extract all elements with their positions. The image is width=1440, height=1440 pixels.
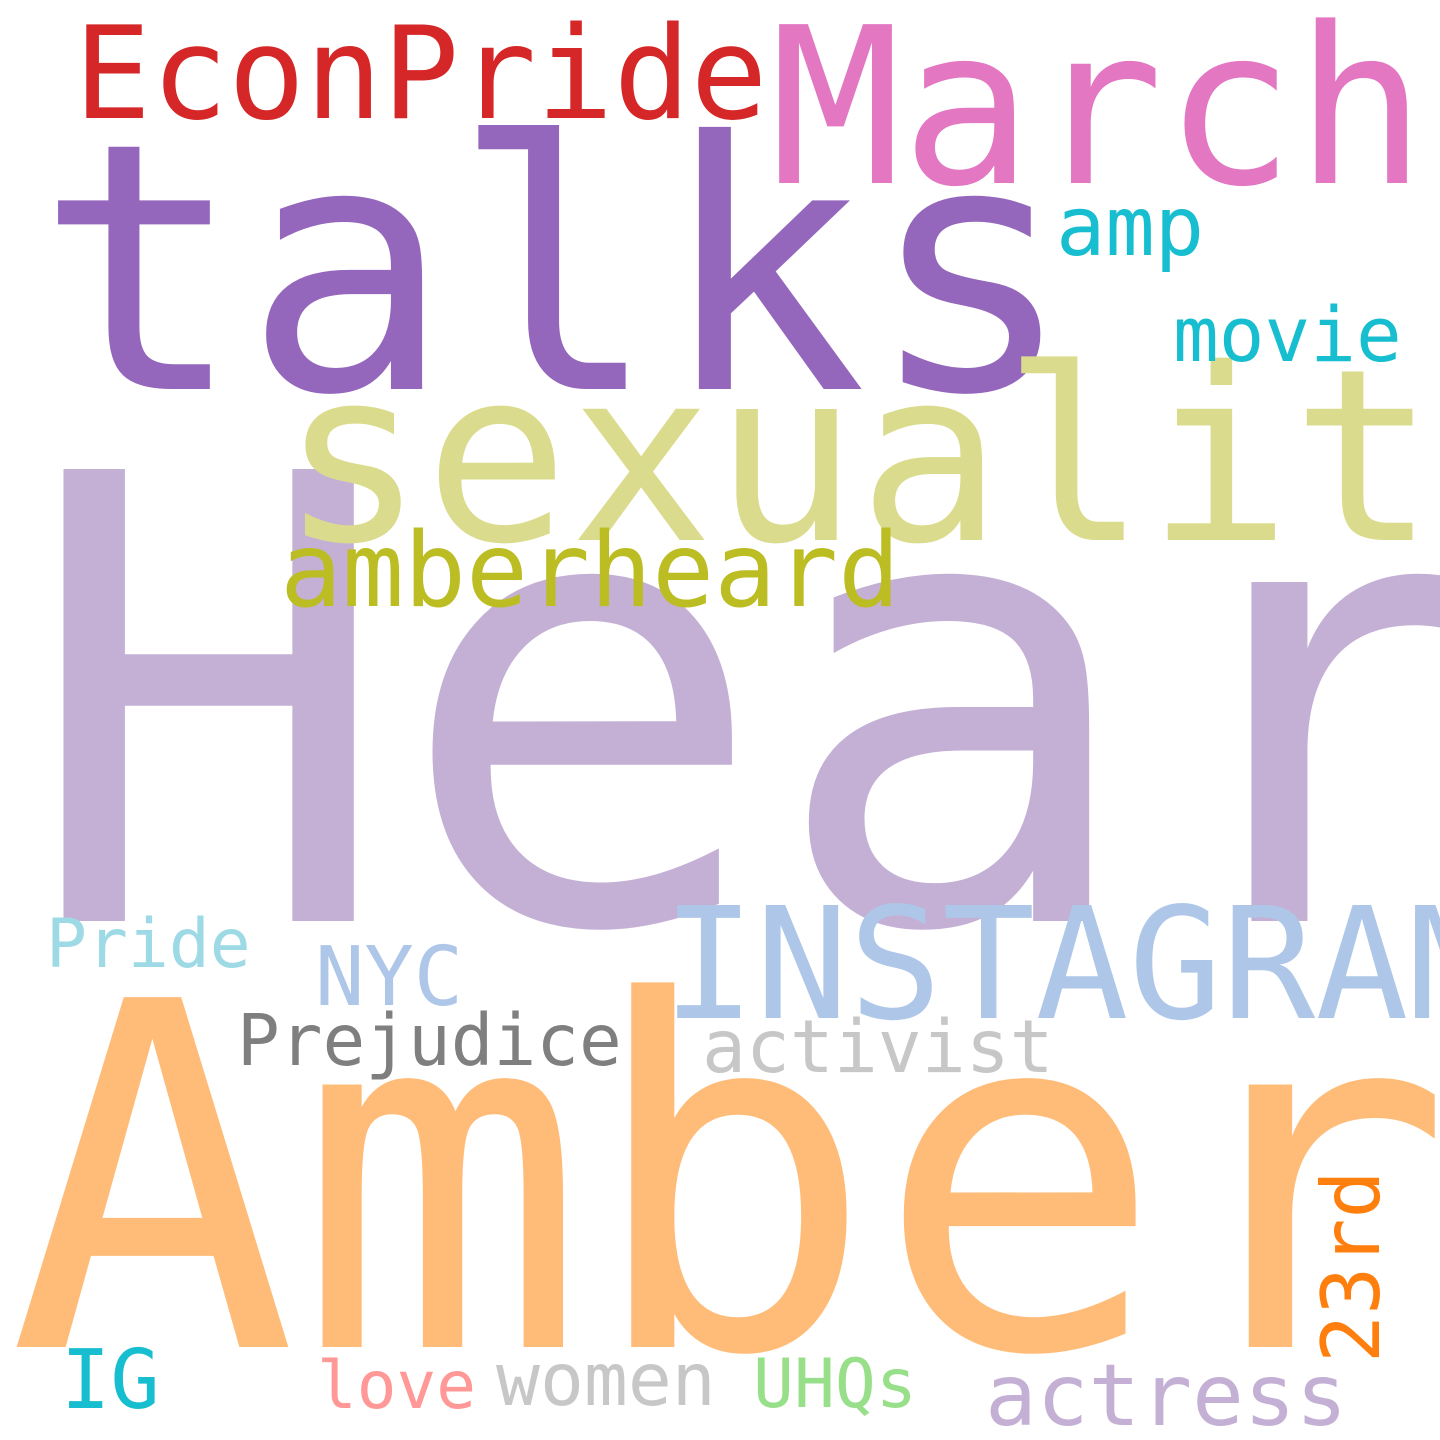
word-sexuality: sexuality <box>280 317 1440 597</box>
word-econpride: EconPride <box>74 0 768 149</box>
word-march: March <box>770 0 1427 235</box>
word-movie: movie <box>1173 290 1402 379</box>
word-pride: Pride <box>46 905 251 984</box>
word-prejudice: Prejudice <box>237 999 622 1082</box>
word-love: love <box>317 1347 476 1424</box>
word-talks: talks <box>36 70 1075 471</box>
word-women: women <box>496 1338 716 1423</box>
word-uhqs: UHQs <box>753 1345 917 1424</box>
word-amberheard: amberheard <box>280 511 901 631</box>
word-23rd: 23rd <box>1305 1170 1398 1363</box>
word-ig: IG <box>61 1333 160 1428</box>
word-amp: amp <box>1056 180 1205 275</box>
word-actress: actress <box>985 1346 1348 1440</box>
word-amber: Amber <box>8 902 1440 1440</box>
word-activist: activist <box>702 1005 1054 1090</box>
word-heard: Heard <box>22 347 1440 1068</box>
word-instagram: INSTAGRAM <box>662 874 1440 1055</box>
word-nyc: NYC <box>315 930 464 1025</box>
